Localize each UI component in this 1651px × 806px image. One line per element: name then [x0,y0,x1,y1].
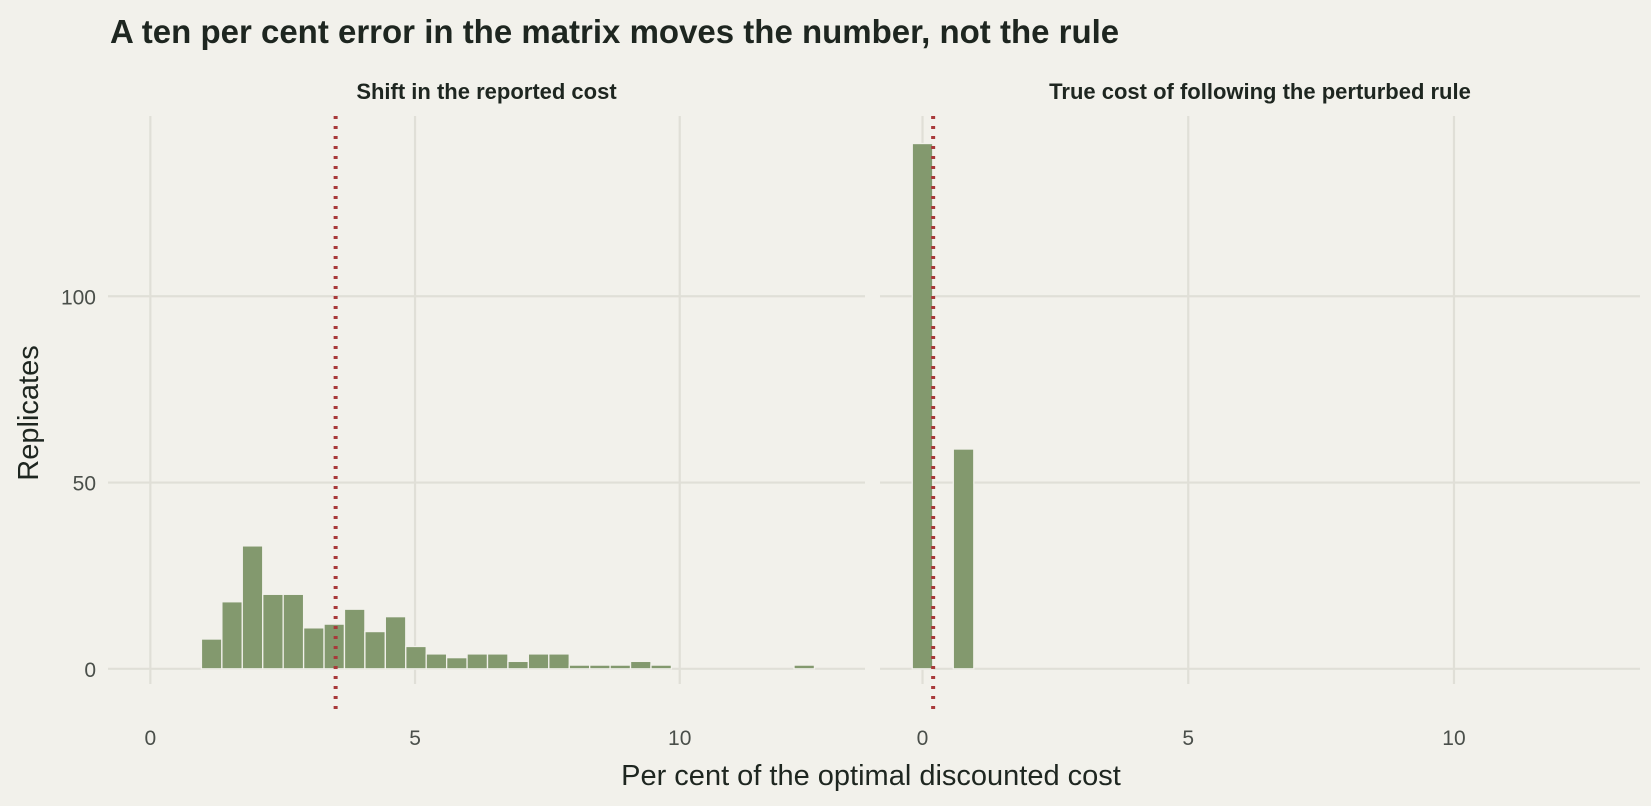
panel-strip-title: True cost of following the perturbed rul… [1049,79,1471,104]
histogram-bar [405,645,427,670]
histogram-bar [589,664,611,670]
y-axis-label: Replicates [13,345,45,480]
x-tick-label: 5 [1182,727,1194,750]
histogram-bar [793,664,816,670]
histogram-bar [911,142,934,670]
x-tick-label: 0 [145,727,157,750]
histogram-bar [445,656,468,670]
x-tick-label: 10 [668,727,691,750]
histogram-bar [302,627,325,670]
histogram-bar [343,608,366,670]
histogram-bar [507,660,530,670]
histogram-bar [200,638,223,670]
histogram-bar [650,664,673,670]
chart-panels: Shift in the reported cost 0 5 10 True cost … [61,79,1640,750]
x-tick-label: 0 [917,727,929,750]
histogram-bar [609,664,632,670]
histogram-bar [262,593,284,670]
histogram-bar [384,616,407,670]
histogram-bar [466,653,489,670]
y-tick-label: 100 [61,286,96,309]
histogram-bar [629,660,652,670]
x-tick-label: 5 [409,727,421,750]
histogram-bar [548,653,570,670]
y-tick-label: 50 [73,473,96,496]
histogram-bar [364,630,386,670]
x-axis-label: Per cent of the optimal discounted cost [621,760,1121,792]
panel-1: Shift in the reported cost 0 5 10 [108,79,865,750]
histogram-bar [952,448,975,670]
histogram-bar [568,664,591,670]
histogram-bar [221,601,243,670]
x-tick-label: 10 [1442,727,1465,750]
y-tick-label: 0 [84,659,96,682]
panel-2: True cost of following the perturbed rul… [880,79,1640,750]
panel-strip-title: Shift in the reported cost [356,79,617,104]
chart-title: A ten per cent error in the matrix moves… [110,13,1119,50]
histogram-bar [241,545,264,670]
histogram-bar [486,653,509,670]
histogram-bar [527,653,550,670]
histogram-bar [425,653,448,670]
histogram-bar [282,593,305,670]
